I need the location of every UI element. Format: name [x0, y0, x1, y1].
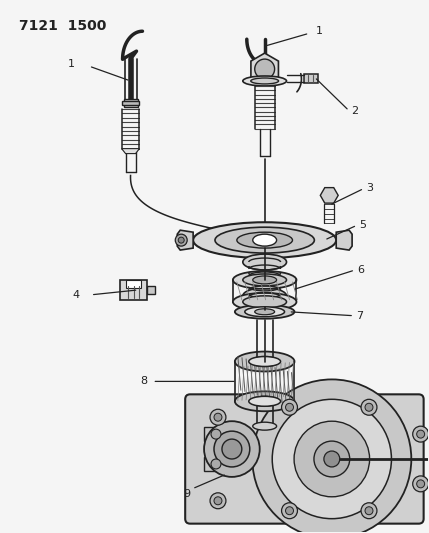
- Ellipse shape: [361, 503, 377, 519]
- Ellipse shape: [249, 397, 281, 406]
- Text: 2: 2: [351, 106, 358, 116]
- Ellipse shape: [255, 309, 275, 315]
- Ellipse shape: [251, 397, 278, 406]
- Ellipse shape: [286, 507, 293, 515]
- Ellipse shape: [178, 237, 184, 243]
- Polygon shape: [336, 230, 352, 250]
- Ellipse shape: [361, 399, 377, 415]
- Ellipse shape: [222, 439, 242, 459]
- Text: 6: 6: [357, 265, 364, 275]
- Ellipse shape: [249, 357, 281, 367]
- Ellipse shape: [214, 413, 222, 421]
- Ellipse shape: [243, 254, 287, 270]
- Ellipse shape: [413, 426, 429, 442]
- Ellipse shape: [281, 399, 297, 415]
- Polygon shape: [148, 286, 155, 294]
- Ellipse shape: [324, 451, 340, 467]
- Ellipse shape: [314, 441, 350, 477]
- Ellipse shape: [286, 403, 293, 411]
- Polygon shape: [204, 427, 227, 441]
- Text: 8: 8: [140, 376, 148, 386]
- Ellipse shape: [237, 232, 293, 248]
- Ellipse shape: [365, 507, 373, 515]
- Ellipse shape: [204, 421, 260, 477]
- Ellipse shape: [175, 234, 187, 246]
- Ellipse shape: [252, 379, 411, 533]
- Ellipse shape: [281, 503, 297, 519]
- Polygon shape: [305, 74, 318, 83]
- Ellipse shape: [255, 59, 275, 79]
- Text: 3: 3: [366, 183, 373, 193]
- Ellipse shape: [235, 352, 294, 372]
- Ellipse shape: [365, 403, 373, 411]
- Text: 5: 5: [359, 220, 366, 230]
- Text: 7: 7: [356, 311, 363, 321]
- Ellipse shape: [253, 422, 277, 430]
- Bar: [126, 280, 142, 288]
- Ellipse shape: [211, 429, 221, 439]
- Polygon shape: [177, 230, 193, 250]
- Text: 1: 1: [315, 26, 322, 36]
- Ellipse shape: [233, 271, 296, 289]
- Polygon shape: [320, 188, 338, 203]
- Text: 4: 4: [73, 290, 80, 300]
- Text: 7121  1500: 7121 1500: [19, 19, 107, 33]
- Ellipse shape: [214, 431, 250, 467]
- Ellipse shape: [417, 430, 425, 438]
- Ellipse shape: [253, 234, 277, 246]
- Text: 1: 1: [67, 59, 75, 69]
- Ellipse shape: [233, 293, 296, 311]
- Polygon shape: [121, 149, 139, 154]
- Ellipse shape: [243, 274, 287, 286]
- Ellipse shape: [235, 305, 294, 319]
- Ellipse shape: [243, 296, 287, 308]
- Polygon shape: [204, 457, 227, 471]
- Ellipse shape: [210, 493, 226, 508]
- Ellipse shape: [235, 391, 294, 411]
- Polygon shape: [251, 53, 278, 85]
- Ellipse shape: [294, 421, 370, 497]
- FancyBboxPatch shape: [185, 394, 423, 523]
- Bar: [124, 99, 138, 107]
- Ellipse shape: [243, 76, 287, 86]
- Ellipse shape: [243, 288, 287, 304]
- Ellipse shape: [272, 399, 391, 519]
- Ellipse shape: [251, 78, 278, 84]
- Ellipse shape: [413, 476, 429, 492]
- Ellipse shape: [417, 480, 425, 488]
- Ellipse shape: [251, 357, 278, 367]
- Ellipse shape: [193, 222, 336, 258]
- Ellipse shape: [211, 459, 221, 469]
- Ellipse shape: [215, 227, 314, 253]
- Bar: [120, 280, 148, 300]
- Ellipse shape: [245, 307, 284, 317]
- Ellipse shape: [210, 409, 226, 425]
- Ellipse shape: [253, 276, 277, 284]
- Bar: [121, 101, 139, 105]
- Ellipse shape: [214, 497, 222, 505]
- Text: 9: 9: [183, 489, 190, 499]
